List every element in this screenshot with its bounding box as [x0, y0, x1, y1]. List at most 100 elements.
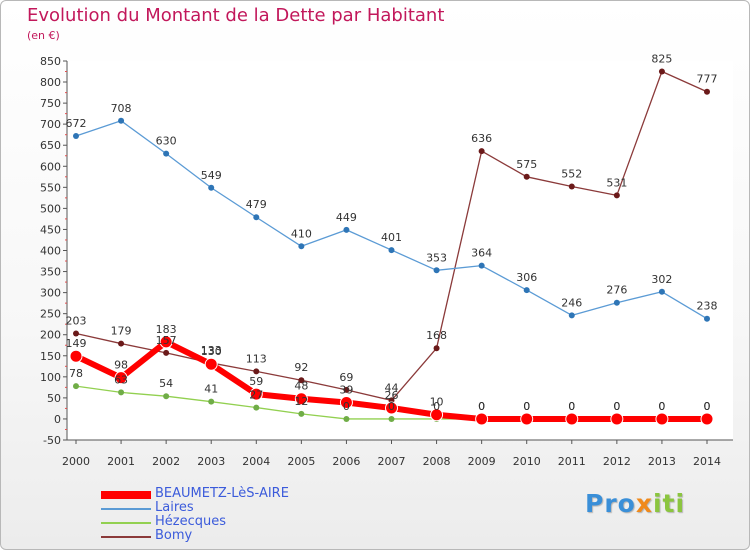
data-point-laires	[298, 243, 305, 250]
data-label-laires: 276	[606, 284, 627, 297]
data-point-bomy	[298, 377, 305, 384]
x-tick-label: 2009	[468, 455, 496, 468]
data-label-beaumetz-le-s-aire: 130	[201, 345, 222, 358]
y-tick-label: 750	[40, 97, 61, 110]
y-tick-label: 100	[40, 371, 61, 384]
data-point-beaumetz-le-s-aire	[204, 357, 218, 371]
data-label-he-zecques: 0	[388, 400, 395, 413]
legend-label-hezecques: Hézecques	[155, 514, 227, 529]
data-point-bomy	[704, 88, 710, 95]
data-point-beaumetz-le-s-aire	[655, 412, 669, 426]
data-point-laires	[478, 262, 485, 269]
data-label-he-zecques: 0	[704, 400, 711, 413]
y-tick-label: 50	[47, 392, 61, 405]
data-label-laires: 246	[561, 296, 582, 309]
data-point-beaumetz-le-s-aire	[294, 392, 308, 406]
legend-item-bomy: Bomy	[101, 528, 341, 543]
data-point-beaumetz-le-s-aire	[159, 335, 173, 349]
data-label-bomy: 552	[561, 167, 582, 180]
y-tick-label: 600	[40, 160, 61, 173]
data-label-bomy: 44	[385, 381, 399, 394]
data-label-laires: 630	[156, 135, 177, 148]
y-tick-label: 450	[40, 223, 61, 236]
data-point-laires	[523, 287, 530, 294]
data-label-beaumetz-le-s-aire: 0	[613, 400, 620, 413]
data-label-beaumetz-le-s-aire: 48	[294, 380, 308, 393]
data-label-bomy: 825	[651, 53, 672, 66]
data-point-he-zecques	[118, 389, 125, 396]
y-tick-label: 350	[40, 266, 61, 279]
data-point-he-zecques	[253, 404, 260, 411]
data-label-he-zecques: 0	[343, 400, 350, 413]
y-tick-label: 500	[40, 202, 61, 215]
data-label-beaumetz-le-s-aire: 39	[339, 384, 353, 397]
y-tick-label: 800	[40, 76, 61, 89]
data-point-beaumetz-le-s-aire	[430, 408, 444, 422]
data-label-beaumetz-le-s-aire: 59	[249, 375, 263, 388]
y-tick-label: 300	[40, 287, 61, 300]
data-label-bomy: 203	[66, 314, 87, 327]
data-label-laires: 238	[697, 300, 718, 313]
y-tick-label: 700	[40, 118, 61, 131]
data-point-laires	[568, 312, 575, 319]
x-tick-label: 2002	[152, 455, 180, 468]
y-tick-label: 0	[54, 413, 61, 426]
data-point-bomy	[253, 368, 260, 375]
y-tick-label: 650	[40, 139, 61, 152]
data-point-beaumetz-le-s-aire	[700, 412, 714, 426]
data-label-bomy: 531	[606, 176, 627, 189]
data-point-bomy	[658, 68, 665, 75]
data-label-he-zecques: 0	[568, 400, 575, 413]
data-point-laires	[433, 267, 440, 274]
data-label-he-zecques: 0	[433, 400, 440, 413]
data-label-laires: 401	[381, 231, 402, 244]
data-label-laires: 549	[201, 169, 222, 182]
data-label-laires: 364	[471, 247, 492, 260]
data-point-beaumetz-le-s-aire	[69, 349, 83, 363]
x-tick-label: 2007	[378, 455, 406, 468]
data-label-he-zecques: 0	[523, 400, 530, 413]
legend-swatch-beaumetz	[101, 491, 151, 499]
data-point-laires	[704, 315, 710, 322]
data-label-bomy: 113	[246, 352, 267, 365]
data-label-bomy: 157	[156, 334, 177, 347]
data-point-bomy	[523, 173, 530, 180]
data-label-beaumetz-le-s-aire: 0	[523, 400, 530, 413]
data-label-beaumetz-le-s-aire: 0	[568, 400, 575, 413]
x-tick-label: 2010	[513, 455, 541, 468]
data-label-laires: 353	[426, 251, 447, 264]
data-point-laires	[613, 299, 620, 306]
data-point-beaumetz-le-s-aire	[249, 387, 263, 401]
data-point-beaumetz-le-s-aire	[339, 396, 353, 410]
data-label-laires: 449	[336, 211, 357, 224]
y-tick-label: 400	[40, 245, 61, 258]
data-label-bomy: 575	[516, 158, 537, 171]
data-label-beaumetz-le-s-aire: 183	[156, 323, 177, 336]
x-tick-label: 2003	[197, 455, 225, 468]
data-label-he-zecques: 0	[478, 400, 485, 413]
data-label-laires: 410	[291, 227, 312, 240]
data-label-he-zecques: 78	[69, 367, 83, 380]
data-point-he-zecques	[343, 415, 350, 422]
data-label-bomy: 777	[697, 73, 718, 86]
y-tick-label: 850	[40, 55, 61, 68]
data-point-he-zecques	[388, 415, 395, 422]
data-point-bomy	[433, 345, 440, 352]
chart-subtitle: (en €)	[27, 29, 60, 42]
data-label-beaumetz-le-s-aire: 0	[658, 400, 665, 413]
y-tick-label: 250	[40, 308, 61, 321]
x-tick-label: 2012	[603, 455, 631, 468]
y-tick-label: -50	[43, 434, 61, 447]
data-point-beaumetz-le-s-aire	[385, 401, 398, 415]
data-point-laires	[253, 214, 260, 221]
legend-item-beaumetz: BEAUMETZ-LèS-AIRE	[101, 486, 341, 501]
data-label-laires: 306	[516, 271, 537, 284]
x-tick-label: 2008	[423, 455, 451, 468]
data-point-he-zecques	[208, 398, 215, 405]
x-tick-label: 2011	[558, 455, 586, 468]
legend-label-beaumetz: BEAUMETZ-LèS-AIRE	[155, 486, 289, 501]
data-point-bomy	[568, 183, 575, 190]
data-point-laires	[658, 288, 665, 295]
